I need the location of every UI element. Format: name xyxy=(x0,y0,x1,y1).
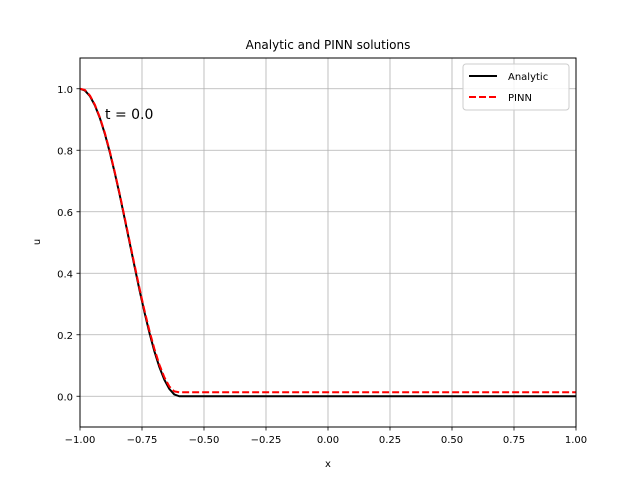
y-tick-label: 0.8 xyxy=(57,146,73,157)
series-layer xyxy=(79,87,576,398)
x-tick-label: −0.50 xyxy=(189,435,220,446)
x-tick-label: −1.00 xyxy=(65,435,96,446)
x-tick-label: −0.75 xyxy=(127,435,158,446)
y-axis-label: u xyxy=(32,239,43,245)
y-tick-label: 0.4 xyxy=(57,269,73,280)
x-tick-label: 0.25 xyxy=(379,435,401,446)
x-tick-label: 0.75 xyxy=(503,435,525,446)
series-line-analytic xyxy=(79,87,576,398)
legend-label-pinn: PINN xyxy=(508,93,532,104)
x-tick-label: 0.00 xyxy=(317,435,339,446)
x-tick-label: −0.25 xyxy=(251,435,282,446)
x-tick-label: 0.50 xyxy=(441,435,463,446)
legend-label-analytic: Analytic xyxy=(508,72,548,83)
y-tick-label: 0.6 xyxy=(57,208,73,219)
y-tick-label: 1.0 xyxy=(57,85,73,96)
ticks: −1.00 −0.75 −0.50 −0.25 0.00 0.25 0.50 0.75 1.00… xyxy=(57,85,587,446)
x-axis-label: x xyxy=(325,459,331,470)
series-line-pinn xyxy=(79,87,576,394)
x-tick-label: 1.00 xyxy=(565,435,587,446)
time-annotation: t = 0.0 xyxy=(105,107,153,123)
chart-title: Analytic and PINN solutions xyxy=(246,38,411,52)
legend: Analytic PINN xyxy=(462,63,570,111)
y-tick-label: 0.0 xyxy=(57,392,73,403)
y-tick-label: 0.2 xyxy=(57,331,73,342)
